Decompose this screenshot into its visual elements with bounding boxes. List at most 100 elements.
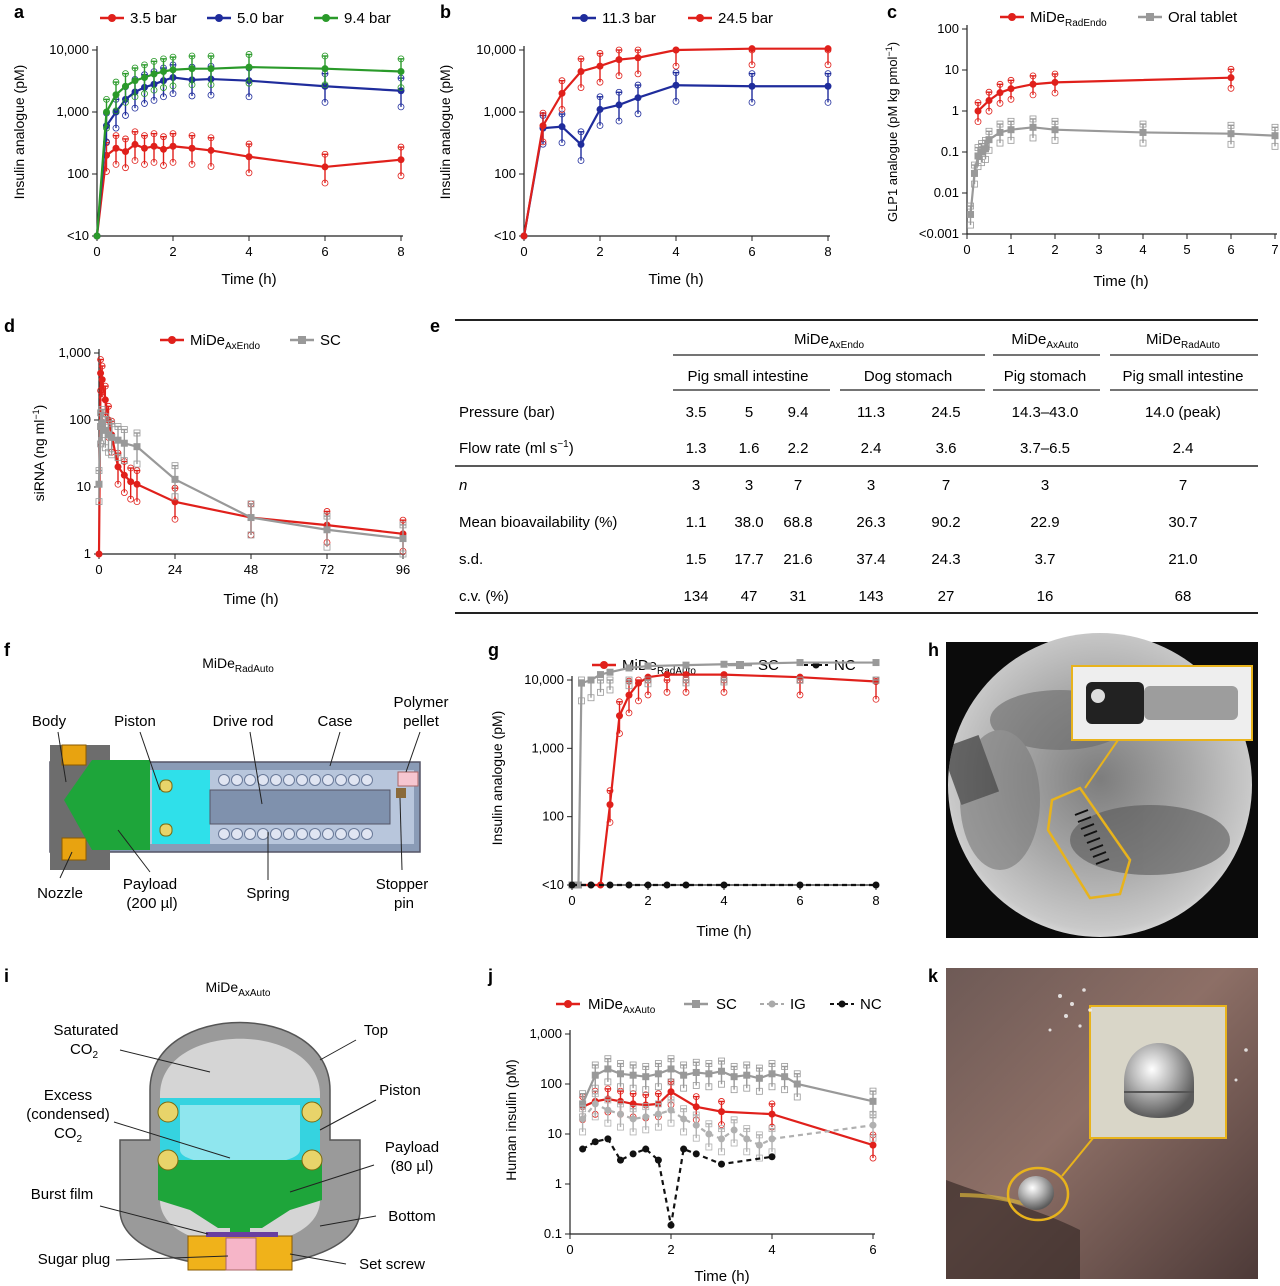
chart-b-series-1-point	[596, 105, 604, 113]
chart-j-series-2-point	[629, 1071, 637, 1079]
table-cell: 3	[745, 477, 753, 494]
chart-j-series-2-point	[680, 1071, 688, 1079]
chart-c-series-2-point	[1029, 123, 1037, 131]
chart-d-ylabel-main: siRNA (ng ml	[31, 420, 47, 502]
chart-b-series-1-point	[672, 81, 680, 89]
table-row-label-sup: −1	[557, 439, 569, 450]
label-set-screw: Set screw	[359, 1256, 425, 1273]
chart-d-series-1-point	[101, 396, 109, 404]
panel-label-g: g	[488, 640, 499, 660]
chart-j-xlabel: Time (h)	[694, 1268, 749, 1285]
label-saturated-sub: 2	[92, 1050, 98, 1061]
chart-c-series-2-point	[1051, 126, 1059, 134]
chart-j-series-4-point	[591, 1138, 599, 1146]
chart-d-xtick-label: 72	[320, 562, 334, 577]
spring-coil-bottom	[244, 828, 256, 840]
spring-coil-top	[257, 774, 269, 786]
chart-j-ytick-label: 10	[548, 1126, 562, 1141]
legend-g-2: SC	[758, 657, 779, 674]
chart-a: Insulin analogue (pM) Time (h) 3.5 bar 5…	[11, 10, 405, 288]
chart-b-ylabel: Insulin analogue (pM)	[437, 65, 453, 200]
chart-a-series-3-point	[160, 68, 167, 76]
chart-j-series-1-point	[692, 1103, 700, 1111]
chart-d-ytick-label: 1,000	[58, 345, 91, 360]
spring-coil-bottom	[309, 828, 321, 840]
chart-d-series-1-point	[98, 376, 106, 384]
chart-b-xlabel: Time (h)	[648, 271, 703, 288]
chart-c-series-2-point	[978, 148, 986, 156]
table-cell: 3.6	[936, 440, 957, 457]
chart-c-series-1-point	[1227, 74, 1235, 82]
chart-d-series-2-point	[101, 426, 109, 434]
chart-g-series-3-point	[625, 881, 633, 889]
table-group-2: MiDeAxAuto	[1011, 331, 1079, 351]
chart-j-series-1-line	[582, 1090, 874, 1147]
chart-j-xtick-label: 6	[869, 1242, 876, 1257]
label-saturated-1: Saturated	[53, 1022, 118, 1039]
capsule-payload	[158, 1160, 322, 1228]
legend-j-1: MiDeAxAuto	[588, 996, 656, 1016]
panel-label-a: a	[14, 2, 25, 22]
chart-g-series-2-point	[796, 659, 804, 667]
chart-j-series-2-point	[718, 1067, 725, 1075]
chart-c-ylabel-end: )	[885, 42, 900, 46]
spring-coil-top	[309, 774, 321, 786]
panel-label-j: j	[487, 966, 493, 986]
chart-c-xtick-label: 2	[1051, 242, 1058, 257]
spring-coil-top	[218, 774, 230, 786]
chart-a-ytick-label: 100	[67, 166, 89, 181]
bioavailability-table: MiDeAxEndo MiDeAxAuto MiDeRadAuto Pig sm…	[455, 319, 1258, 614]
chart-c-series-1-point	[1007, 85, 1015, 93]
chart-c-xtick-label: 7	[1271, 242, 1278, 257]
chart-g-ytick-label: 100	[542, 809, 564, 824]
label-polymer-1: Polymer	[393, 694, 448, 711]
device-outline-highlight	[1046, 786, 1132, 900]
chart-g-series-3-point	[644, 881, 652, 889]
chart-c-series-2-point	[985, 136, 993, 144]
chart-j-xtick-label: 0	[566, 1242, 573, 1257]
diagram-i-title-main: MiDe	[206, 979, 239, 995]
label-piston: Piston	[114, 713, 156, 730]
table-group-2-sub: AxAuto	[1046, 340, 1079, 351]
piston-oring-bottom	[159, 823, 173, 837]
chart-a-series-2-point	[112, 108, 120, 116]
chart-b-series-1-point	[558, 123, 566, 131]
chart-d: siRNA (ng ml−1) Time (h) MiDeAxEndo SC 1…	[31, 332, 410, 608]
chart-d-series-1-point	[127, 478, 135, 486]
legend-a-3: 9.4 bar	[344, 10, 391, 27]
chart-g-series-1-point	[616, 712, 623, 720]
table-subheader-1: Pig small intestine	[688, 368, 809, 385]
table-cell: 24.3	[931, 551, 960, 568]
chart-d-xlabel: Time (h)	[223, 591, 278, 608]
spring-coil-top	[270, 774, 282, 786]
spring-coil-bottom	[322, 828, 334, 840]
table-row-label: n	[459, 477, 467, 494]
chart-j-series-4-point	[667, 1221, 675, 1229]
label-bottom: Bottom	[388, 1208, 436, 1225]
table-cell: 143	[858, 588, 883, 605]
chart-j-series-3-point	[591, 1100, 599, 1108]
table-cell: 3.7–6.5	[1020, 440, 1070, 457]
spring-coil-top	[283, 774, 295, 786]
table-cell: 21.6	[783, 551, 812, 568]
diagram-i-title-sub: AxAuto	[238, 988, 271, 999]
chart-g-series-2-point	[578, 679, 585, 687]
legend-j-1-main: MiDe	[588, 996, 623, 1013]
chart-g-series-1-point	[625, 691, 633, 699]
table-row-label: Mean bioavailability (%)	[459, 514, 617, 531]
chart-c-series-2-point	[1271, 132, 1279, 140]
chart-c-ytick-label: 0.01	[934, 185, 959, 200]
chart-c-series-2-point	[981, 145, 989, 153]
legend-b-2: 24.5 bar	[718, 10, 773, 27]
chart-d-series-1-point	[133, 480, 141, 488]
table-cell: 24.5	[931, 404, 960, 421]
legend-d-1: MiDeAxEndo	[190, 332, 260, 352]
diagram-f-leaders	[57, 731, 421, 880]
stopper-pin	[396, 788, 406, 798]
chart-a-series-2-point	[321, 82, 329, 90]
label-piston: Piston	[379, 1082, 421, 1099]
table-cell: 9.4	[788, 404, 809, 421]
chart-j-ytick-label: 0.1	[544, 1226, 562, 1241]
diagram-f-title: MiDeRadAuto	[202, 655, 274, 675]
excess-co2	[180, 1105, 300, 1165]
